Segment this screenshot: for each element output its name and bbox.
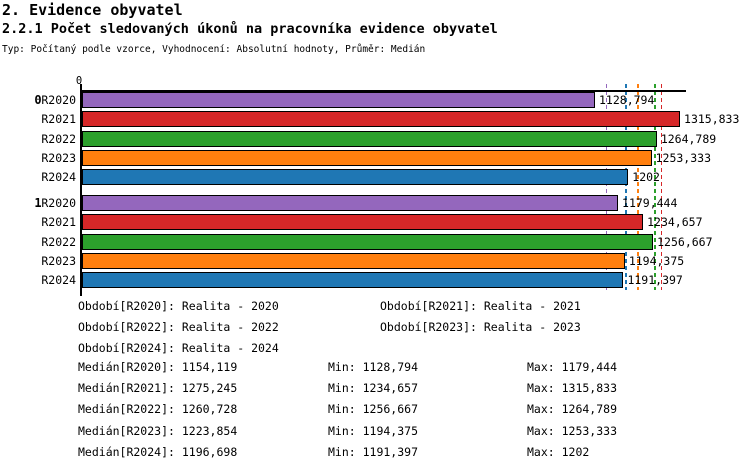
bar-value-label: 1256,667 bbox=[657, 234, 713, 249]
legend-item: Období[R2024]: Realita - 2024 bbox=[78, 341, 279, 355]
bar-0-R2023 bbox=[82, 149, 652, 166]
stat-max: Max: 1315,833 bbox=[527, 381, 618, 396]
bar-value-label: 1194,375 bbox=[628, 253, 685, 268]
median-line-R2022 bbox=[654, 84, 656, 290]
bar-row-label: R2020 bbox=[41, 196, 76, 210]
x-axis-zero-tick-label: 0 bbox=[75, 75, 83, 87]
stat-max: Max: 1202 bbox=[527, 444, 590, 459]
bar-value-label: 1179,444 bbox=[622, 196, 678, 210]
bar-1-R2022 bbox=[82, 233, 654, 250]
stat-min: Min: 1194,375 bbox=[328, 423, 419, 438]
legend-item: Období[R2020]: Realita - 2020 bbox=[78, 299, 279, 313]
x-axis-line bbox=[80, 90, 686, 92]
bar-1-R2020 bbox=[82, 195, 619, 211]
bar-0-R2021 bbox=[82, 111, 681, 128]
group-label-0: 0 bbox=[34, 93, 42, 107]
stat-max: Max: 1179,444 bbox=[527, 360, 618, 374]
stat-max: Max: 1264,789 bbox=[527, 402, 618, 417]
median-line-R2021 bbox=[660, 84, 663, 290]
legend-item: Období[R2023]: Realita - 2023 bbox=[380, 320, 581, 334]
y-axis-line bbox=[79, 84, 82, 296]
bar-0-R2022 bbox=[82, 130, 657, 147]
bar-row-label: R2022 bbox=[41, 234, 76, 249]
bar-row-label: R2021 bbox=[41, 215, 76, 230]
bar-value-label: 1315,833 bbox=[684, 112, 740, 127]
bar-value-label: 1234,657 bbox=[647, 215, 703, 230]
chart-meta-line: Typ: Počítaný podle vzorce, Vyhodnocení:… bbox=[2, 44, 426, 55]
bar-1-R2023 bbox=[82, 252, 625, 269]
bar-value-label: 1202 bbox=[632, 170, 660, 185]
bar-value-label: 1128,794 bbox=[599, 93, 655, 107]
legend-item: Období[R2021]: Realita - 2021 bbox=[380, 299, 581, 313]
stat-median: Medián[R2020]: 1154,119 bbox=[78, 360, 238, 374]
bar-row-label: R2021 bbox=[41, 112, 76, 127]
bar-chart: 0 0 R2020 1128,794 R2021 1315,833 R2022 1264,7… bbox=[34, 75, 740, 296]
stat-min: Min: 1234,657 bbox=[328, 381, 419, 396]
stat-min: Min: 1256,667 bbox=[328, 402, 419, 417]
bar-row-label: R2022 bbox=[41, 131, 76, 146]
stat-median: Medián[R2021]: 1275,245 bbox=[78, 381, 238, 396]
bar-row-label: R2024 bbox=[41, 273, 76, 288]
bar-value-label: 1253,333 bbox=[655, 150, 711, 165]
stat-median: Medián[R2024]: 1196,698 bbox=[78, 444, 238, 459]
stat-max: Max: 1253,333 bbox=[527, 423, 618, 438]
bar-1-R2021 bbox=[82, 214, 644, 231]
median-line-R2023 bbox=[637, 84, 639, 290]
stat-min: Min: 1191,397 bbox=[328, 444, 419, 459]
stat-median: Medián[R2023]: 1223,854 bbox=[78, 423, 238, 438]
bar-0-R2024 bbox=[82, 169, 629, 186]
bar-row-label: R2023 bbox=[41, 150, 76, 165]
chart-title: 2.2.1 Počet sledovaných úkonů na pracovn… bbox=[2, 21, 498, 37]
median-line-R2024 bbox=[625, 84, 627, 290]
group-label-1: 1 bbox=[34, 196, 42, 210]
bar-1-R2024 bbox=[82, 272, 624, 289]
bar-0-R2020 bbox=[82, 92, 595, 108]
stat-min: Min: 1128,794 bbox=[328, 360, 419, 374]
legend-item: Období[R2022]: Realita - 2022 bbox=[78, 320, 279, 334]
bar-row-label: R2020 bbox=[41, 93, 76, 107]
report-section-title: 2. Evidence obyvatel bbox=[2, 1, 183, 19]
bar-row-label: R2024 bbox=[41, 170, 76, 185]
median-line-R2020 bbox=[605, 84, 608, 290]
stat-median: Medián[R2022]: 1260,728 bbox=[78, 402, 238, 417]
bar-value-label: 1264,789 bbox=[660, 131, 717, 146]
bar-row-label: R2023 bbox=[41, 253, 76, 268]
bar-value-label: 1191,397 bbox=[627, 273, 683, 288]
